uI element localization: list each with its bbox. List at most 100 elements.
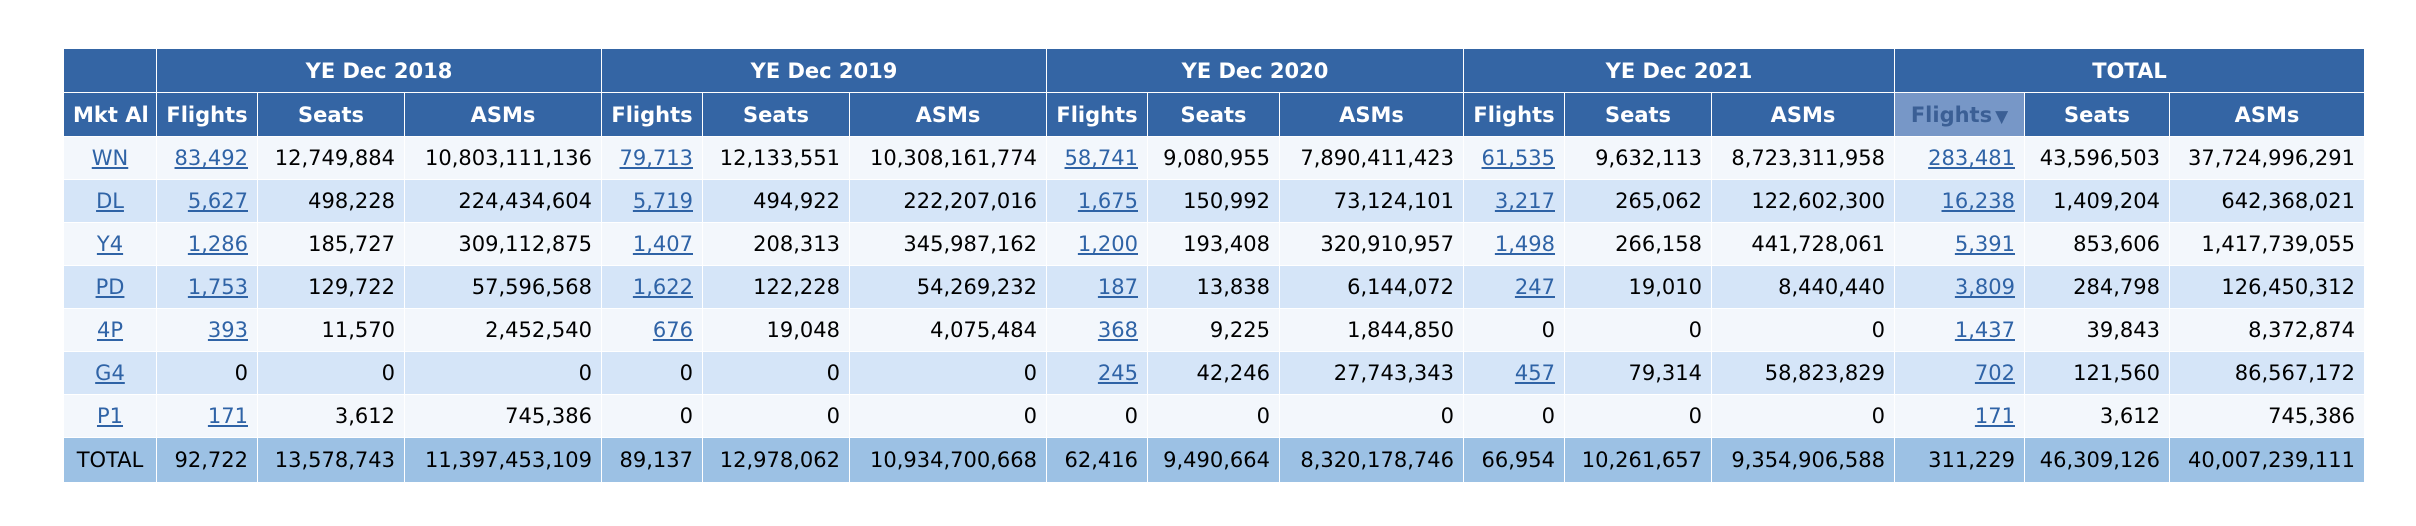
data-cell: 185,727 xyxy=(257,222,405,266)
flights-link[interactable]: 1,753 xyxy=(187,275,248,299)
flights-link[interactable]: 171 xyxy=(207,404,248,428)
column-header-asms-2019[interactable]: ASMs xyxy=(849,92,1047,137)
flights-link[interactable]: 5,391 xyxy=(1954,232,2015,256)
column-header-asms-2021[interactable]: ASMs xyxy=(1711,92,1895,137)
data-cell: 745,386 xyxy=(2169,394,2365,438)
column-header-asms-2018[interactable]: ASMs xyxy=(404,92,602,137)
flights-link[interactable]: 676 xyxy=(652,318,693,342)
carrier-link[interactable]: PD xyxy=(95,275,125,299)
column-header-flights-total-sorted[interactable]: Flights ▼ xyxy=(1894,92,2025,137)
data-cell: 5,391 xyxy=(1894,222,2025,266)
column-header-seats-total[interactable]: Seats xyxy=(2024,92,2170,137)
flights-link[interactable]: 702 xyxy=(1974,361,2015,385)
data-cell: 457 xyxy=(1463,351,1565,395)
flights-link[interactable]: 393 xyxy=(207,318,248,342)
group-header-2021: YE Dec 2021 xyxy=(1463,48,1895,93)
column-header-flights-2018[interactable]: Flights xyxy=(156,92,258,137)
data-cell: 61,535 xyxy=(1463,136,1565,180)
carrier-link[interactable]: WN xyxy=(91,146,129,170)
carrier-link[interactable]: DL xyxy=(96,189,124,213)
flights-link[interactable]: 16,238 xyxy=(1941,189,2015,213)
data-cell: 12,749,884 xyxy=(257,136,405,180)
flights-link[interactable]: 1,437 xyxy=(1954,318,2015,342)
flights-link[interactable]: 457 xyxy=(1514,361,1555,385)
total-cell: 10,934,700,668 xyxy=(849,437,1047,483)
column-header-flights-2019[interactable]: Flights xyxy=(601,92,703,137)
data-cell: 494,922 xyxy=(702,179,850,223)
flights-link[interactable]: 187 xyxy=(1097,275,1138,299)
group-header-2020: YE Dec 2020 xyxy=(1046,48,1464,93)
flights-link[interactable]: 1,498 xyxy=(1494,232,1555,256)
carrier-link[interactable]: 4P xyxy=(96,318,124,342)
column-header-seats-2019[interactable]: Seats xyxy=(702,92,850,137)
data-cell: 2,452,540 xyxy=(404,308,602,352)
flights-link[interactable]: 1,622 xyxy=(632,275,693,299)
data-cell: 150,992 xyxy=(1147,179,1280,223)
data-cell: 19,010 xyxy=(1564,265,1712,309)
column-header-seats-2020[interactable]: Seats xyxy=(1147,92,1280,137)
total-cell: 10,261,657 xyxy=(1564,437,1712,483)
column-header-mkt-al[interactable]: Mkt Al xyxy=(63,92,157,137)
total-cell: 9,490,664 xyxy=(1147,437,1280,483)
total-cell: 62,416 xyxy=(1046,437,1148,483)
column-header-seats-2021[interactable]: Seats xyxy=(1564,92,1712,137)
data-cell: 745,386 xyxy=(404,394,602,438)
column-header-flights-2020[interactable]: Flights xyxy=(1046,92,1148,137)
total-cell: 12,978,062 xyxy=(702,437,850,483)
column-header-asms-total[interactable]: ASMs xyxy=(2169,92,2365,137)
table-row: P1 171 3,612 745,386 0 0 0 0 0 0 0 0 0 171 3,612 745,38… xyxy=(63,394,2365,438)
flights-link[interactable]: 5,719 xyxy=(632,189,693,213)
flights-link[interactable]: 83,492 xyxy=(174,146,248,170)
flights-link[interactable]: 283,481 xyxy=(1928,146,2015,170)
data-cell: 0 xyxy=(1711,394,1895,438)
flights-link[interactable]: 1,407 xyxy=(632,232,693,256)
table-row: DL 5,627 498,228 224,434,604 5,719 494,922 222… xyxy=(63,179,2365,223)
carrier-cell: G4 xyxy=(63,351,157,395)
carrier-link[interactable]: G4 xyxy=(95,361,125,385)
data-cell: 193,408 xyxy=(1147,222,1280,266)
flights-link[interactable]: 1,675 xyxy=(1077,189,1138,213)
data-cell: 1,498 xyxy=(1463,222,1565,266)
flights-link[interactable]: 58,741 xyxy=(1064,146,1138,170)
total-cell: 46,309,126 xyxy=(2024,437,2170,483)
column-header-row: Mkt Al Flights Seats ASMs Flights Seats … xyxy=(63,92,2365,137)
table-body: WN 83,492 12,749,884 10,803,111,136 79,713 12… xyxy=(63,136,2365,438)
data-cell: 1,753 xyxy=(156,265,258,309)
flights-link[interactable]: 79,713 xyxy=(619,146,693,170)
data-cell: 1,437 xyxy=(1894,308,2025,352)
carrier-cell: PD xyxy=(63,265,157,309)
column-header-asms-2020[interactable]: ASMs xyxy=(1279,92,1464,137)
data-cell: 1,675 xyxy=(1046,179,1148,223)
data-cell: 8,440,440 xyxy=(1711,265,1895,309)
data-cell: 83,492 xyxy=(156,136,258,180)
column-header-seats-2018[interactable]: Seats xyxy=(257,92,405,137)
data-cell: 0 xyxy=(849,394,1047,438)
flights-link[interactable]: 1,286 xyxy=(187,232,248,256)
data-cell: 4,075,484 xyxy=(849,308,1047,352)
flights-link[interactable]: 3,217 xyxy=(1494,189,1555,213)
data-cell: 309,112,875 xyxy=(404,222,602,266)
flights-link[interactable]: 61,535 xyxy=(1481,146,1555,170)
data-cell: 9,225 xyxy=(1147,308,1280,352)
carrier-cell: WN xyxy=(63,136,157,180)
flights-link[interactable]: 245 xyxy=(1097,361,1138,385)
total-row: TOTAL 92,722 13,578,743 11,397,453,109 89,13… xyxy=(63,437,2365,483)
total-cell: 311,229 xyxy=(1894,437,2025,483)
flights-link[interactable]: 3,809 xyxy=(1954,275,2015,299)
flights-link[interactable]: 171 xyxy=(1974,404,2015,428)
flights-link[interactable]: 247 xyxy=(1514,275,1555,299)
data-cell: 247 xyxy=(1463,265,1565,309)
data-cell: 0 xyxy=(1463,394,1565,438)
carrier-link[interactable]: Y4 xyxy=(96,232,124,256)
data-cell: 11,570 xyxy=(257,308,405,352)
data-cell: 3,809 xyxy=(1894,265,2025,309)
flights-link[interactable]: 1,200 xyxy=(1077,232,1138,256)
carrier-link[interactable]: P1 xyxy=(96,404,124,428)
column-header-flights-2021[interactable]: Flights xyxy=(1463,92,1565,137)
total-cell: 92,722 xyxy=(156,437,258,483)
data-cell: 0 xyxy=(404,351,602,395)
flights-link[interactable]: 5,627 xyxy=(187,189,248,213)
flights-link[interactable]: 368 xyxy=(1097,318,1138,342)
data-cell: 9,632,113 xyxy=(1564,136,1712,180)
data-cell: 9,080,955 xyxy=(1147,136,1280,180)
